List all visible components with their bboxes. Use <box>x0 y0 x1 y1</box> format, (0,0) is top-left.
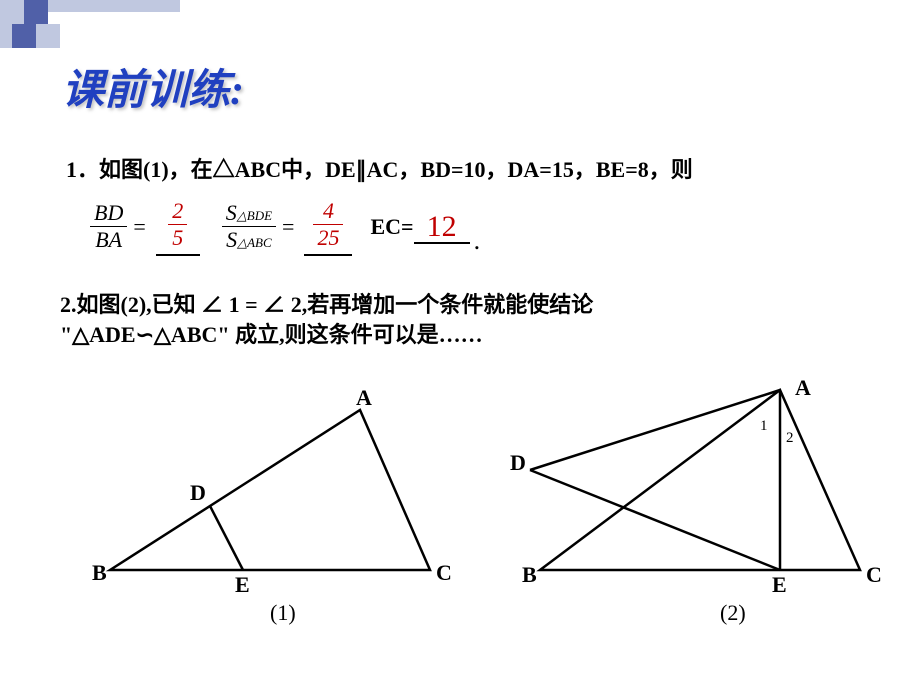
svg-text:C: C <box>866 562 882 587</box>
fraction-s-ratio: S△BDE S△ABC <box>222 200 276 254</box>
page-title: 课前训练: <box>62 56 244 117</box>
figure-1: A B C D E <box>80 380 460 630</box>
svg-text:A: A <box>356 385 372 410</box>
figure-2-label: (2) <box>720 600 746 626</box>
svg-text:D: D <box>510 450 526 475</box>
svg-text:C: C <box>436 560 452 585</box>
svg-text:2: 2 <box>786 430 794 446</box>
figure-2: A B C D E 1 2 <box>500 370 900 630</box>
svg-text:B: B <box>92 560 107 585</box>
svg-text:D: D <box>190 480 206 505</box>
svg-text:A: A <box>795 375 811 400</box>
answer-1: 2 5 <box>156 198 200 256</box>
question-1-text: 1．如图(1)，在△ABC中，DE∥AC，BD=10，DA=15，BE=8，则 <box>66 152 693 184</box>
svg-text:E: E <box>235 572 250 597</box>
question-1-math: BD BA = 2 5 S△BDE S△ABC = 4 25 EC= 12 . <box>90 198 480 256</box>
svg-text:E: E <box>772 572 787 597</box>
answer-ec: 12 <box>421 210 463 246</box>
svg-text:1: 1 <box>760 418 768 434</box>
ec-label: EC= <box>370 214 413 240</box>
question-2-text: 2.如图(2),已知 ∠ 1 = ∠ 2,若再增加一个条件就能使结论 "△ADE… <box>60 290 593 349</box>
answer-2: 4 25 <box>304 198 352 256</box>
fraction-bd-ba: BD BA <box>90 200 127 254</box>
figure-1-label: (1) <box>270 600 296 626</box>
corner-decoration <box>0 0 200 60</box>
svg-text:B: B <box>522 562 537 587</box>
